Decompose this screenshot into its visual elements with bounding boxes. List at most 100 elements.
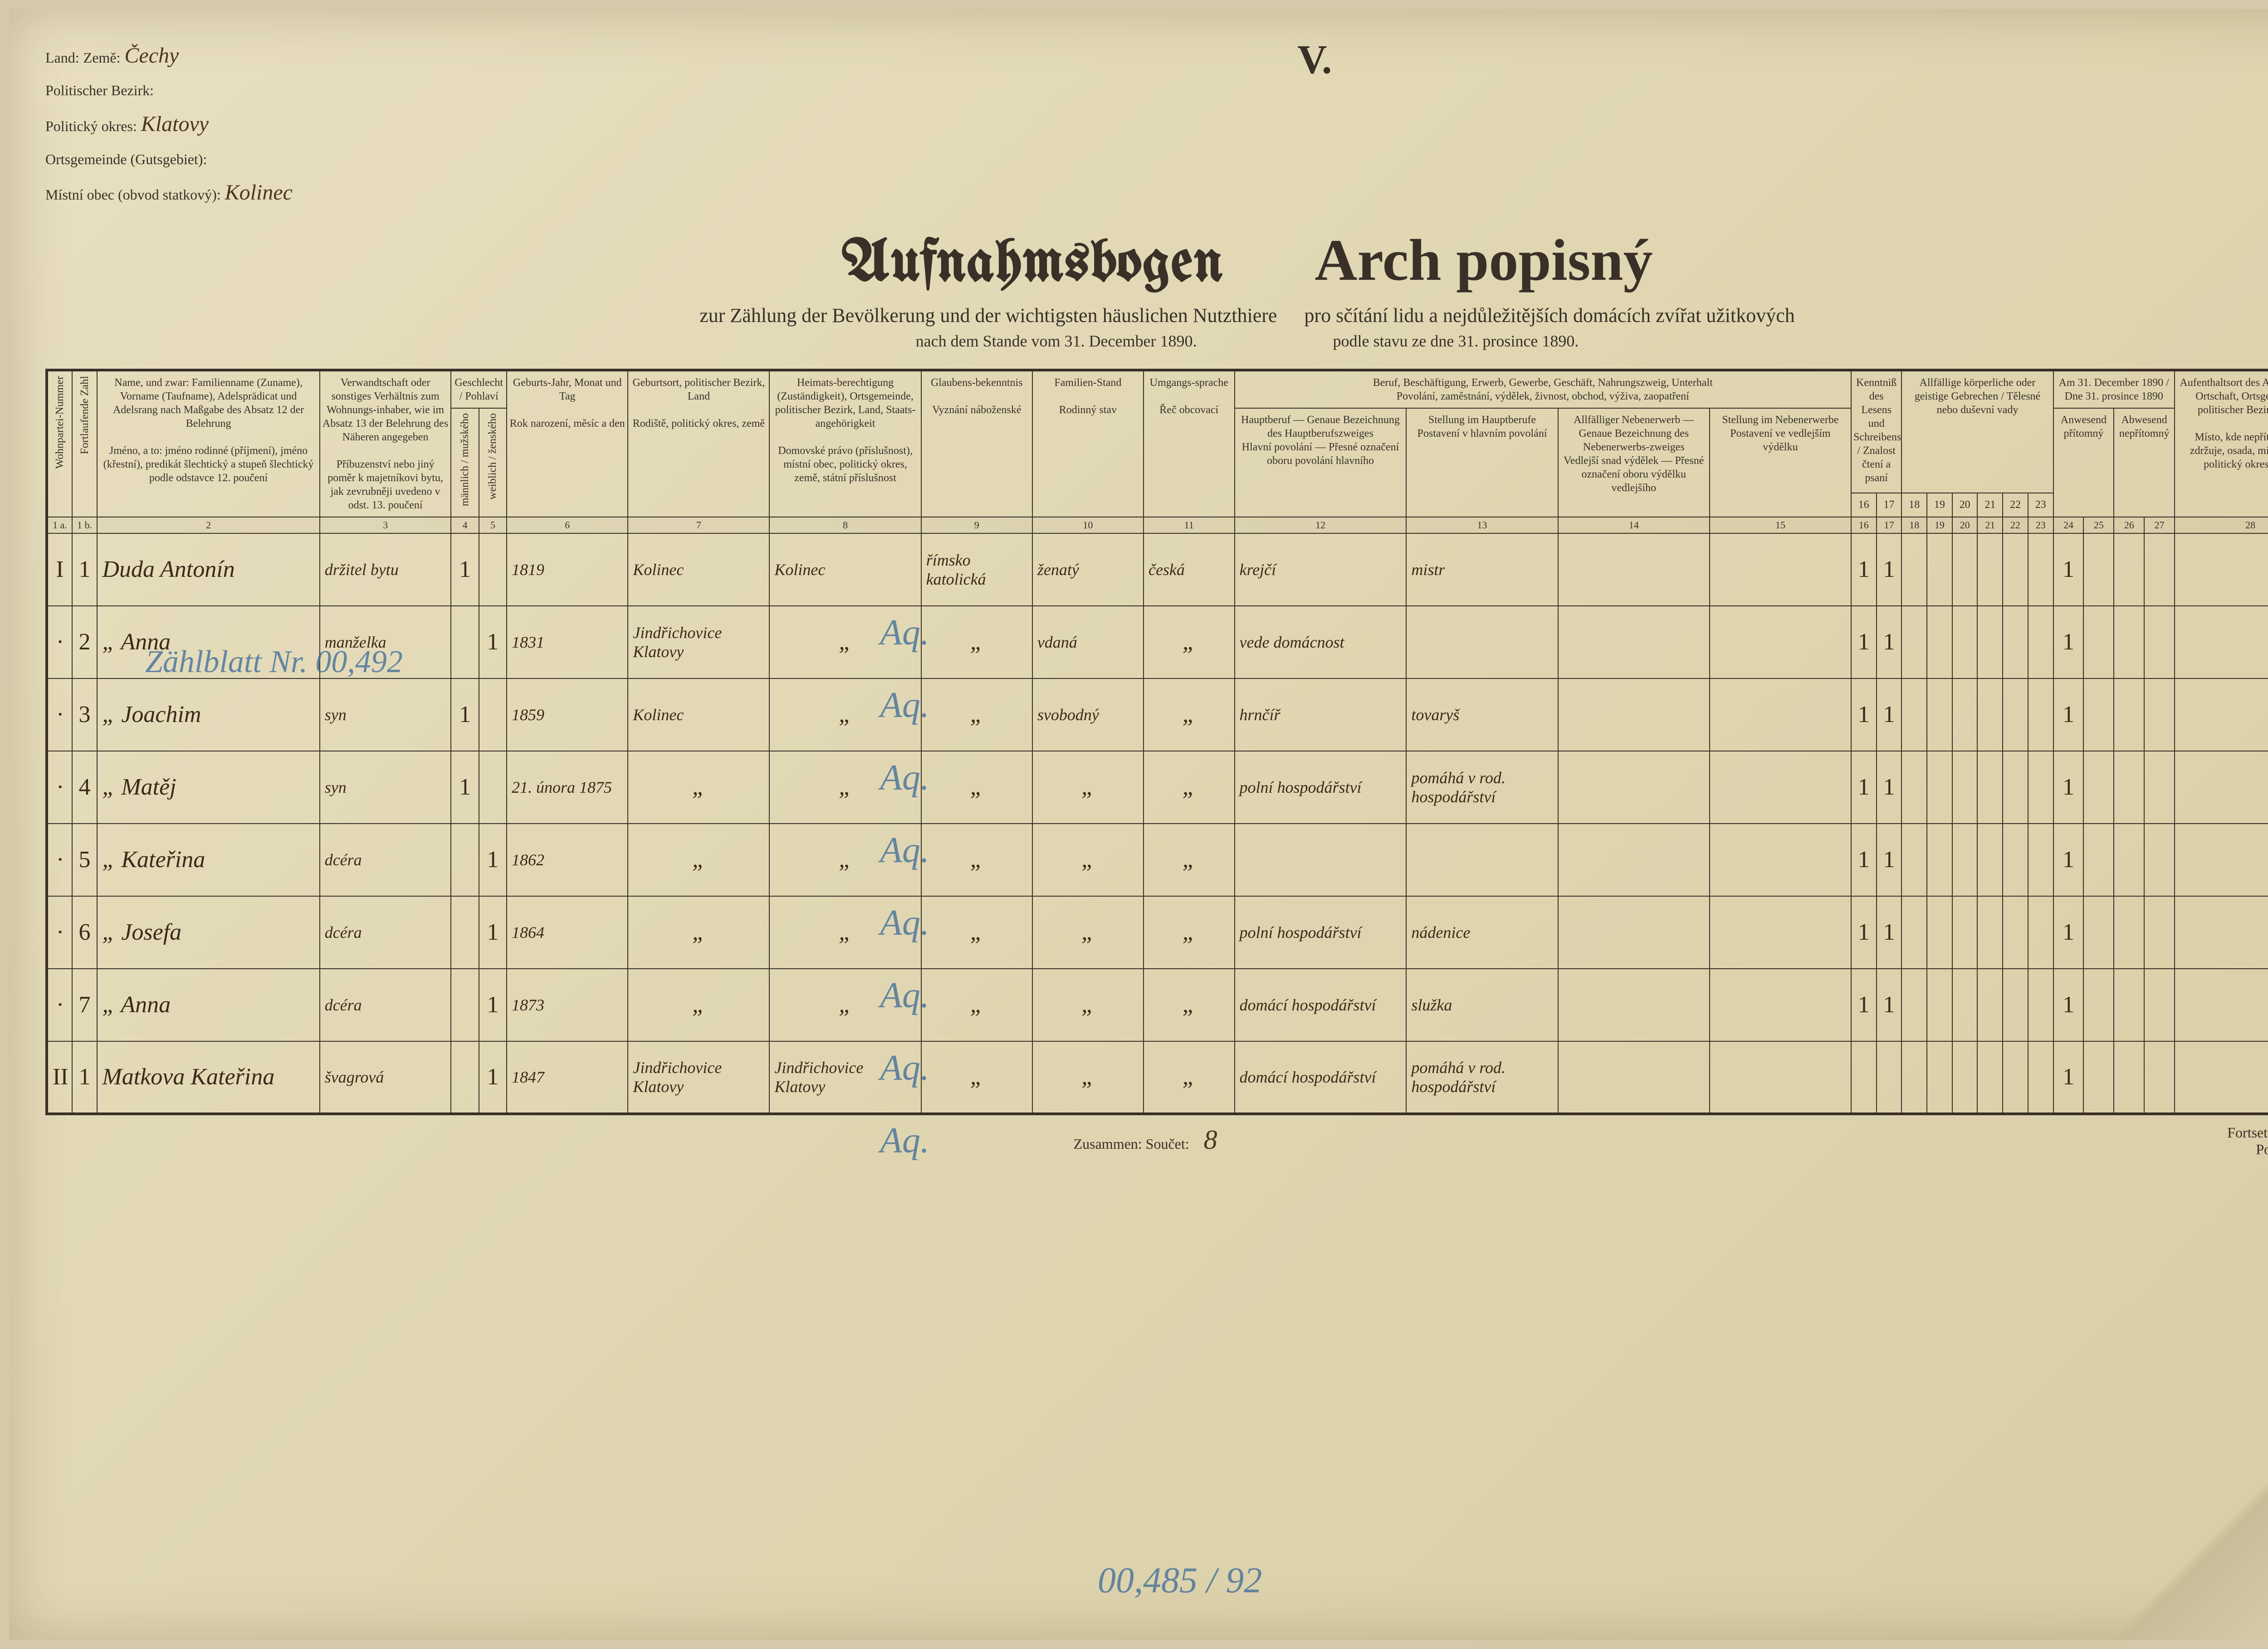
cell: 1 (2053, 824, 2084, 896)
column-number: 8 (769, 517, 921, 533)
cell (2028, 896, 2053, 969)
cell (2175, 678, 2268, 751)
cell (1901, 678, 1927, 751)
cell (2028, 678, 2053, 751)
title-row: Aufnahmsbogen Arch popisný (45, 226, 2268, 295)
footer-row: Zusammen: Součet: 8 Fortsetzung auf der … (45, 1124, 2268, 1158)
cell (1558, 606, 1710, 678)
col13-de: Stellung im Hauptberufe (1408, 413, 1555, 427)
title-czech: Arch popisný (1315, 226, 1652, 294)
cell (2175, 751, 2268, 824)
cell (2028, 969, 2053, 1041)
cell (2114, 969, 2144, 1041)
cell: 5 (72, 824, 98, 896)
continuation-de: Fortsetzung auf der nächsten Seite. (2227, 1124, 2268, 1141)
cell (2083, 678, 2114, 751)
col9-de: Glaubens-bekenntnis (924, 376, 1030, 390)
cell (2083, 824, 2114, 896)
dateline-czech: podle stavu ze dne 31. prosince 1890. (1333, 332, 1579, 351)
column-number: 1 a. (47, 517, 72, 533)
header-row: Land: Země: Čechy Politischer Bezirk: Po… (45, 36, 2268, 213)
cell (1406, 606, 1558, 678)
cell (2028, 606, 2053, 678)
cell: „ (921, 751, 1032, 824)
column-number: 17 (1877, 517, 1902, 533)
cell: služka (1406, 969, 1558, 1041)
cell (2083, 1041, 2114, 1114)
col24-head: Am 31. December 1890 / Dne 31. prosince … (2053, 370, 2175, 408)
column-number: 16 (1851, 517, 1877, 533)
column-number: 3 (320, 517, 451, 533)
col13-cz: Postavení v hlavním povolání (1408, 427, 1555, 440)
cell: I (47, 533, 72, 606)
cell: 1 (2053, 751, 2084, 824)
column-number: 15 (1710, 517, 1851, 533)
cell: „ (921, 824, 1032, 896)
cell: · (47, 606, 72, 678)
cell: „ (1144, 606, 1235, 678)
cell (1952, 533, 1978, 606)
column-number: 27 (2144, 517, 2175, 533)
cell: · (47, 969, 72, 1041)
col12-de: Hauptberuf — Genaue Bezeichnung des Haup… (1237, 413, 1404, 440)
cell (2083, 751, 2114, 824)
cell (479, 751, 507, 824)
header-left-block: Land: Země: Čechy Politischer Bezirk: Po… (45, 36, 293, 213)
table-row: II1Matkova Kateřinašvagrová11847Jindřich… (47, 1041, 2268, 1114)
subtitle-row: zur Zählung der Bevölkerung und der wich… (45, 304, 2268, 327)
cell: 1 (1877, 606, 1902, 678)
cell (451, 1041, 479, 1114)
col3-de: Verwandtschaft oder sonstiges Verhältnis… (322, 376, 449, 444)
bezirk-label-cz: Politický okres: (45, 118, 137, 134)
col15-cz: Postavení ve vedlejším výdělku (1712, 427, 1849, 454)
cell (2144, 751, 2175, 824)
cell (451, 824, 479, 896)
cell: „ (1144, 824, 1235, 896)
land-value: Čechy (124, 44, 179, 68)
cell (2003, 1041, 2028, 1114)
cell (1558, 1041, 1710, 1114)
gemeinde-label-cz: Místní obec (obvod statkový): (45, 186, 221, 203)
cell: „ (769, 751, 921, 824)
column-number: 6 (507, 517, 628, 533)
cell: 1 (2053, 896, 2084, 969)
cell (1952, 896, 1978, 969)
cell (2144, 533, 2175, 606)
cell: manželka (320, 606, 451, 678)
cell: svobodný (1032, 678, 1144, 751)
col18-head: Allfällige körperliche oder geistige Geb… (1901, 370, 2053, 493)
cell: polní hospodářství (1235, 896, 1407, 969)
cell: „ (769, 606, 921, 678)
cell: „ (769, 678, 921, 751)
cell (1927, 606, 1952, 678)
cell (2114, 751, 2144, 824)
cell: 6 (72, 896, 98, 969)
cell: dcéra (320, 969, 451, 1041)
col2-de: Name, und zwar: Familienname (Zuname), V… (99, 376, 317, 430)
table-row: ·6„ Josefadcéra11864„„„„„polní hospodářs… (47, 896, 2268, 969)
cell (1710, 678, 1851, 751)
cell (1977, 824, 2003, 896)
col15-de: Stellung im Nebenerwerbe (1712, 413, 1849, 427)
cell: 1 (451, 751, 479, 824)
cell: 1862 (507, 824, 628, 896)
cell (2175, 824, 2268, 896)
cell: 1 (2053, 678, 2084, 751)
cell: 1 (1877, 896, 1902, 969)
cell: 1 (1851, 969, 1877, 1041)
cell (1927, 969, 1952, 1041)
cell: „ (1032, 1041, 1144, 1114)
cell (2144, 678, 2175, 751)
cell: 1 (479, 1041, 507, 1114)
census-table: Wohnpartei-Nummer Fortlaufende Zahl Name… (45, 369, 2268, 1115)
cell: tovaryš (1406, 678, 1558, 751)
cell (2144, 1041, 2175, 1114)
bezirk-label: Politischer Bezirk: (45, 82, 154, 98)
cell (2114, 1041, 2144, 1114)
cell: 1 (451, 678, 479, 751)
cell (1977, 969, 2003, 1041)
cell: „ (628, 896, 769, 969)
cell (451, 606, 479, 678)
col24b: Abwesend nepřítomný (2114, 408, 2175, 517)
cell: 4 (72, 751, 98, 824)
